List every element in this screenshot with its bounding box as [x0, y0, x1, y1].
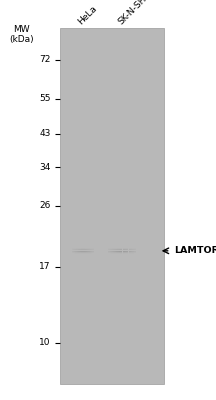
Text: 17: 17	[39, 262, 51, 271]
Text: 26: 26	[39, 201, 51, 210]
Text: 34: 34	[39, 163, 51, 172]
Text: HeLa: HeLa	[76, 4, 98, 26]
Text: 72: 72	[39, 56, 51, 64]
Bar	[60, 28, 164, 384]
Text: 10: 10	[39, 338, 51, 347]
Text: SK-N-SH: SK-N-SH	[117, 0, 149, 26]
Text: MW
(kDa): MW (kDa)	[9, 24, 34, 44]
Text: 55: 55	[39, 94, 51, 103]
Text: LAMTOR1: LAMTOR1	[174, 246, 216, 255]
Text: 43: 43	[39, 129, 51, 138]
